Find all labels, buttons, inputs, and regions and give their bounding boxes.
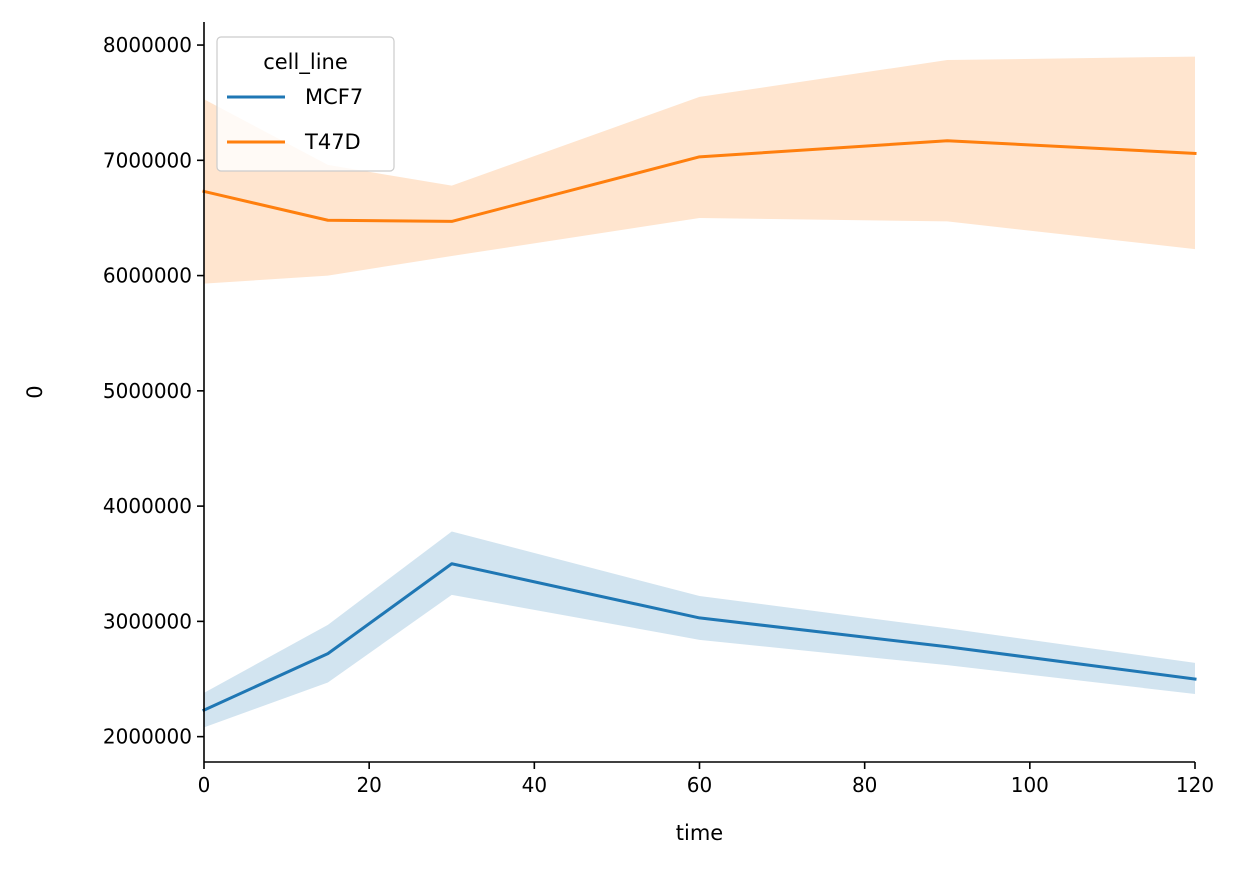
y-tick-label: 7000000 [103, 148, 192, 172]
confidence-band-t47d [204, 56, 1195, 284]
y-axis-ticks: 2000000 3000000 4000000 5000000 6000000 70000… [103, 33, 204, 749]
y-tick-label: 2000000 [103, 725, 192, 749]
legend-label-t47d: T47D [304, 130, 361, 154]
x-tick-label: 100 [1011, 773, 1049, 797]
confidence-band-mcf7 [204, 531, 1195, 728]
x-tick-label: 20 [356, 773, 381, 797]
series-line-mcf7 [202, 562, 1197, 713]
confidence-bands [204, 56, 1195, 728]
axes: 0 20 40 60 80 100 120 2000000 3000000 4000000 500… [103, 22, 1214, 797]
series-line-t47d [202, 139, 1197, 223]
y-axis-title: 0 [23, 385, 47, 398]
y-tick-label: 5000000 [103, 379, 192, 403]
y-tick-label: 4000000 [103, 494, 192, 518]
x-axis-title: time [676, 821, 723, 845]
legend-title: cell_line [263, 50, 348, 75]
y-tick-label: 6000000 [103, 264, 192, 288]
x-tick-label: 120 [1176, 773, 1214, 797]
legend: cell_line MCF7 T47D [216, 36, 395, 172]
x-tick-label: 0 [198, 773, 211, 797]
legend-box [216, 36, 395, 172]
y-tick-label: 8000000 [103, 33, 192, 57]
legend-label-mcf7: MCF7 [305, 85, 363, 109]
x-axis-ticks: 0 20 40 60 80 100 120 [198, 762, 1214, 797]
legend-items: MCF7 T47D [227, 85, 363, 154]
x-tick-label: 60 [687, 773, 712, 797]
y-tick-label: 3000000 [103, 609, 192, 633]
series-lines [202, 139, 1197, 713]
x-tick-label: 80 [852, 773, 877, 797]
x-tick-label: 40 [522, 773, 547, 797]
